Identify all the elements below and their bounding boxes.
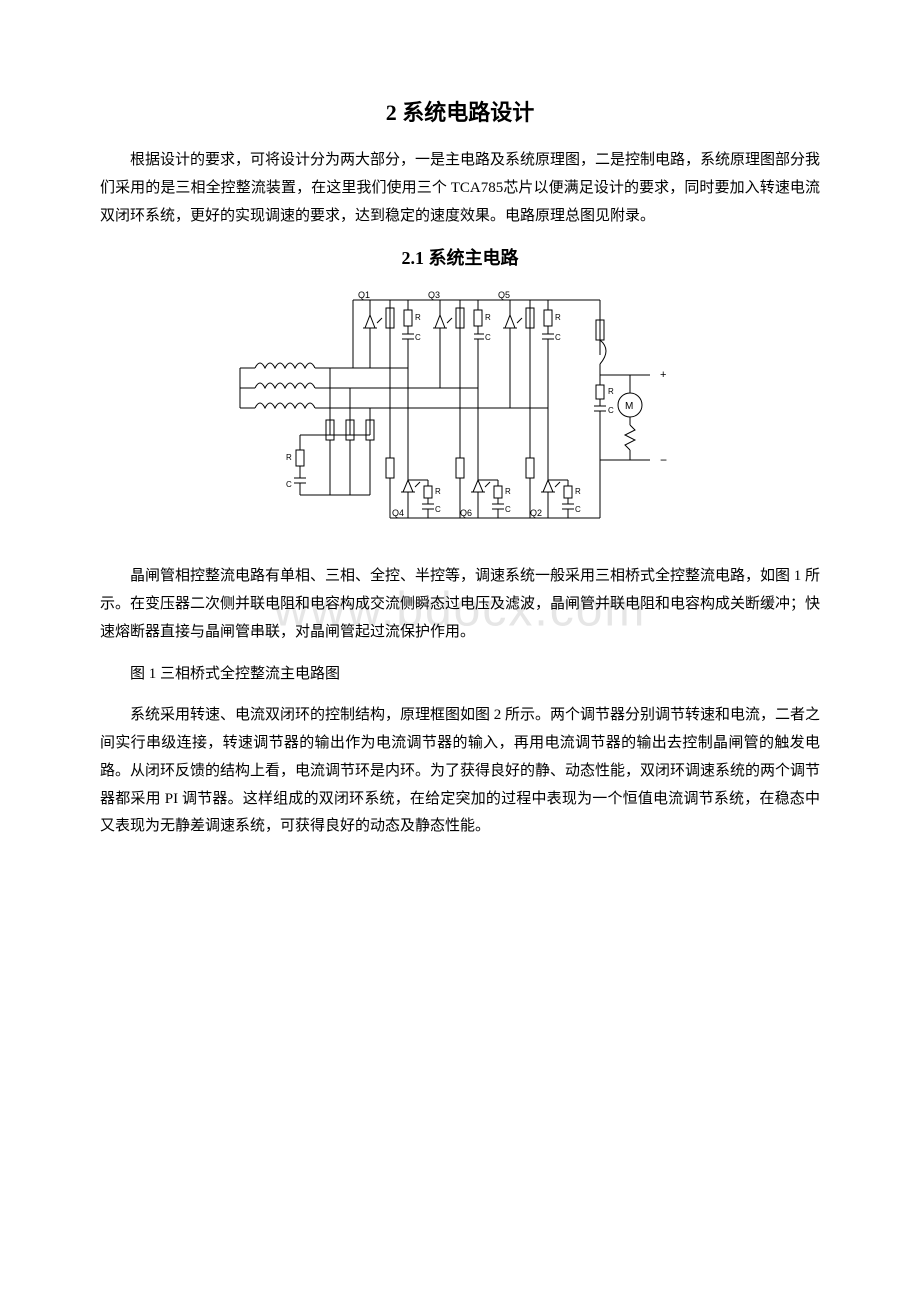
label-q2: Q2: [530, 508, 542, 518]
svg-text:C: C: [435, 505, 441, 514]
svg-text:C: C: [505, 505, 511, 514]
label-plus: +: [660, 369, 666, 381]
page-title: 2 系统电路设计: [100, 95, 820, 127]
paragraph-thyristor: 晶闸管相控整流电路有单相、三相、全控、半控等，调速系统一般采用三相桥式全控整流电…: [100, 563, 820, 646]
svg-text:C: C: [286, 480, 292, 489]
svg-text:C: C: [485, 333, 491, 342]
svg-text:C: C: [608, 406, 614, 415]
svg-text:R: R: [286, 453, 292, 462]
label-q3: Q3: [428, 290, 440, 300]
figure-caption-1: 图 1 三相桥式全控整流主电路图: [100, 661, 820, 689]
svg-text:R: R: [575, 487, 581, 496]
svg-text:R: R: [608, 387, 614, 396]
label-q4: Q4: [392, 508, 404, 518]
label-q1: Q1: [358, 290, 370, 300]
label-q6: Q6: [460, 508, 472, 518]
subtitle-main-circuit: 2.1 系统主电路: [100, 244, 820, 270]
svg-text:R: R: [435, 487, 441, 496]
svg-text:C: C: [415, 333, 421, 342]
svg-text:R: R: [415, 313, 421, 322]
svg-text:R: R: [555, 313, 561, 322]
svg-text:R: R: [485, 313, 491, 322]
label-minus: −: [660, 453, 667, 467]
svg-text:C: C: [575, 505, 581, 514]
paragraph-dual-loop: 系统采用转速、电流双闭环的控制结构，原理框图如图 2 所示。两个调节器分别调节转…: [100, 702, 820, 841]
svg-text:R: R: [505, 487, 511, 496]
label-motor: M: [625, 401, 633, 412]
circuit-diagram: Q1 R C Q3: [100, 290, 820, 535]
paragraph-intro: 根据设计的要求，可将设计分为两大部分，一是主电路及系统原理图，二是控制电路，系统…: [100, 147, 820, 230]
label-q5: Q5: [498, 290, 510, 300]
svg-text:C: C: [555, 333, 561, 342]
